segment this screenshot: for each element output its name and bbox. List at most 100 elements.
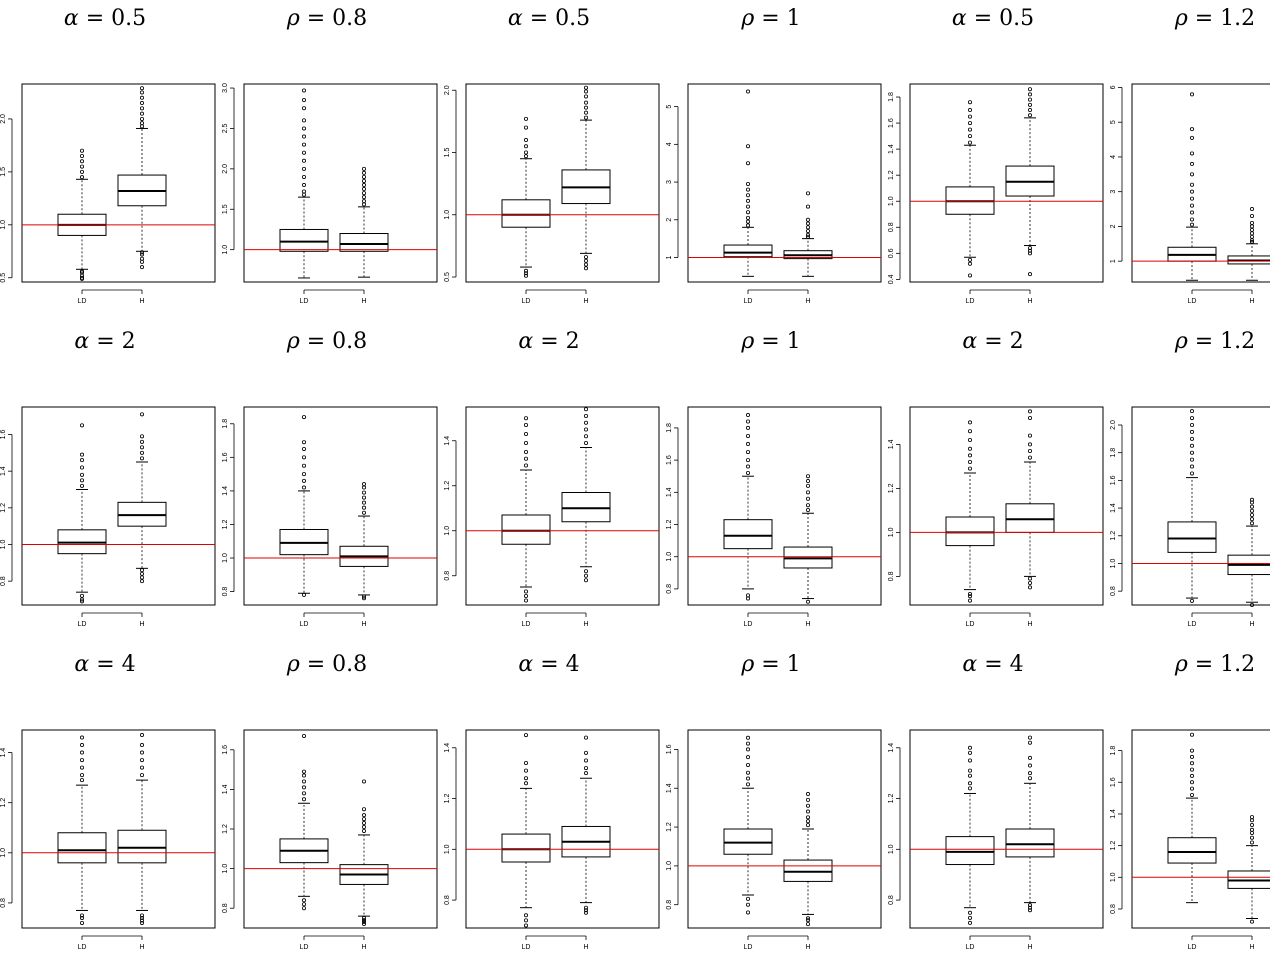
parameter-symbol: α <box>507 6 523 31</box>
y-tick-label: 1.2 <box>444 794 451 804</box>
outlier-point <box>139 579 144 584</box>
panel-title: ρ = 1 <box>660 6 882 31</box>
y-tick-label: 1.6 <box>222 745 229 755</box>
outlier-point <box>1027 585 1032 590</box>
outlier-point <box>1190 182 1195 187</box>
outlier-point <box>1249 234 1254 239</box>
outlier-point <box>302 779 307 784</box>
parameter-symbol: ρ <box>286 329 300 354</box>
plot-frame <box>909 729 1104 929</box>
boxplot-panel: α = 2 0.8 1.0 1.2 1.4 LD H <box>882 323 1104 646</box>
outlier-point <box>524 450 529 455</box>
outlier-point <box>524 598 529 603</box>
outlier-point <box>302 142 307 147</box>
x-tick-label: H <box>1027 944 1032 951</box>
outlier-point <box>1249 220 1254 225</box>
outlier-point <box>805 229 810 234</box>
outlier-point <box>139 95 144 100</box>
y-tick-label: 1.2 <box>0 503 7 513</box>
outlier-point <box>1249 815 1254 820</box>
equals-sign: = <box>299 652 333 677</box>
outlier-point <box>1249 512 1254 517</box>
outlier-point <box>583 908 588 913</box>
plot-frame <box>909 83 1104 283</box>
plot-frame <box>465 406 660 606</box>
outlier-point <box>1027 740 1032 745</box>
boxplot-panel: α = 4 0.8 1.0 1.2 1.4 LD H <box>438 646 660 969</box>
outlier-point <box>583 910 588 915</box>
equals-sign: = <box>977 329 1010 354</box>
outlier-point <box>139 252 144 257</box>
outlier-point <box>524 144 529 149</box>
boxplot-panel: ρ = 1.2 1 2 3 4 5 6 LD H <box>1104 0 1270 323</box>
x-tick-label: H <box>1249 944 1254 951</box>
y-tick-label: 1.0 <box>0 848 7 858</box>
outlier-point <box>1190 161 1195 166</box>
outlier-point <box>968 773 973 778</box>
plot-frame <box>1131 406 1270 606</box>
outlier-point <box>1027 416 1032 421</box>
parameter-value: 2 <box>121 329 136 354</box>
outlier-point <box>1190 748 1195 753</box>
y-tick-label: 1.4 <box>888 439 895 449</box>
outlier-point <box>80 750 85 755</box>
iqr-box <box>279 228 329 252</box>
y-tick-label: 1.2 <box>888 483 895 493</box>
outlier-point <box>1249 213 1254 218</box>
y-tick-label: 1.4 <box>1110 809 1117 819</box>
outlier-point <box>302 898 307 903</box>
y-tick-label: 1.0 <box>444 526 451 536</box>
outlier-point <box>1190 217 1195 222</box>
outlier-point <box>583 441 588 446</box>
parameter-value: 2 <box>565 329 580 354</box>
parameter-symbol: α <box>518 652 534 677</box>
x-tick-label: LD <box>78 298 87 305</box>
outlier-point <box>1190 151 1195 156</box>
outlier-point <box>524 268 529 273</box>
x-tick-label: H <box>583 298 588 305</box>
outlier-point <box>302 769 307 774</box>
outlier-point <box>80 773 85 778</box>
x-tick-label: H <box>583 621 588 628</box>
x-tick-label: LD <box>300 944 309 951</box>
outlier-point <box>968 745 973 750</box>
parameter-value: 0.5 <box>555 6 591 31</box>
equals-sign: = <box>966 6 1000 31</box>
outlier-point <box>583 578 588 583</box>
plot-frame <box>1131 83 1270 283</box>
outlier-point <box>968 273 973 278</box>
outlier-point <box>524 423 529 428</box>
x-tick-label: LD <box>78 944 87 951</box>
outlier-point <box>1249 830 1254 835</box>
outlier-point <box>80 915 85 920</box>
iqr-box <box>1005 828 1055 858</box>
outlier-point <box>746 187 751 192</box>
x-tick-label: H <box>805 298 810 305</box>
y-tick-label: 0.6 <box>888 248 895 258</box>
outlier-point <box>524 589 529 594</box>
x-tick-label: LD <box>78 621 87 628</box>
outlier-point <box>805 503 810 508</box>
outlier-point <box>361 817 366 822</box>
boxplot-panel: α = 2 0.8 1.0 1.2 1.4 1.6 LD H <box>0 323 216 646</box>
outlier-point <box>583 771 588 776</box>
outlier-point <box>746 204 751 209</box>
outlier-point <box>805 232 810 237</box>
outlier-point <box>1027 113 1032 118</box>
x-tick-label: LD <box>300 298 309 305</box>
outlier-point <box>1190 773 1195 778</box>
parameter-value: 4 <box>121 652 136 677</box>
plot-frame <box>243 406 438 606</box>
boxplot-svg: 0.8 1.0 1.2 1.4 LD H <box>888 406 1104 628</box>
panel-title: α = 4 <box>0 652 216 677</box>
outlier-point <box>1249 818 1254 823</box>
outlier-point <box>302 88 307 93</box>
outlier-point <box>1249 227 1254 232</box>
iqr-box <box>561 492 611 523</box>
boxplot-panel: ρ = 0.8 1.0 1.5 2.0 2.5 3.0 LD H <box>216 0 438 323</box>
outlier-point <box>583 266 588 271</box>
iqr-box <box>501 833 551 863</box>
y-tick-label: 1.0 <box>444 210 451 220</box>
equals-sign: = <box>1187 329 1221 354</box>
outlier-point <box>361 195 366 200</box>
